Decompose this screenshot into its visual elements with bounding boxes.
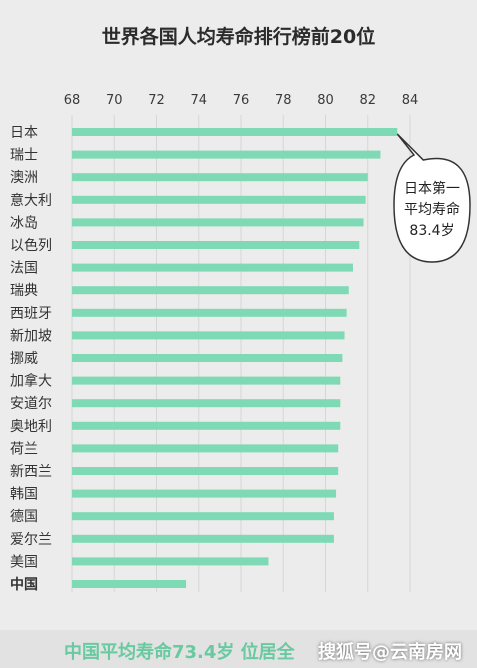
category-label: 冰岛: [10, 215, 38, 231]
x-tick-label: 78: [275, 93, 292, 108]
bar-10: [72, 354, 343, 362]
category-label: 日本: [10, 125, 38, 141]
bar-0: [72, 128, 398, 136]
bar-2: [72, 173, 368, 182]
x-tick-label: 82: [359, 93, 376, 108]
category-label: 奥地利: [10, 418, 52, 435]
x-tick-label: 68: [64, 93, 81, 108]
category-label: 韩国: [10, 487, 38, 503]
bar-4: [72, 218, 364, 227]
bar-3: [72, 195, 366, 204]
bar-11: [72, 376, 341, 385]
category-label: 挪威: [10, 351, 38, 367]
category-label: 瑞典: [10, 283, 38, 299]
x-tick-label: 74: [190, 93, 207, 108]
bar-chart: 68 70 72 74 76 78 80 82 84 日本瑞士澳洲意大利冰岛以色列法国瑞典西班牙新…: [10, 93, 471, 593]
category-label: 爱尔兰: [10, 532, 52, 548]
category-label: 荷兰: [10, 441, 38, 457]
bar-6: [72, 263, 353, 272]
bar-16: [72, 489, 337, 498]
category-label: 意大利: [10, 192, 52, 209]
bar-17: [72, 512, 334, 521]
category-label: 新加坡: [10, 328, 52, 344]
annotation-bubble: [393, 133, 471, 263]
x-tick-label: 72: [148, 93, 165, 108]
footer-banner: 中国平均寿命73.4岁 位居全 搜狐号@云南房网: [0, 630, 477, 668]
category-label: 美国: [10, 554, 38, 570]
bar-20: [72, 580, 187, 588]
chart-title: 世界各国人均寿命排行榜前20位: [101, 26, 376, 48]
category-label: 法国: [10, 261, 38, 277]
bar-5: [72, 241, 360, 249]
bar-19: [72, 557, 269, 566]
bar-18: [72, 534, 334, 543]
annotation-line: 83.4岁: [409, 223, 454, 239]
bar-1: [72, 150, 381, 159]
bar-15: [72, 467, 339, 475]
bar-9: [72, 331, 345, 340]
watermark: 搜狐号@云南房网: [318, 642, 462, 663]
category-label: 加拿大: [10, 373, 52, 390]
annotation-line: 日本第一: [404, 180, 460, 197]
annotation-line: 平均寿命: [404, 201, 460, 218]
bar-7: [72, 286, 349, 295]
bar-12: [72, 399, 341, 408]
x-tick-label: 70: [106, 93, 123, 108]
bar-14: [72, 444, 339, 453]
bar-13: [72, 421, 341, 430]
footer-text: 中国平均寿命73.4岁 位居全: [64, 642, 295, 663]
category-label: 新西兰: [10, 464, 52, 480]
category-label: 瑞士: [10, 148, 38, 164]
x-tick-label: 84: [402, 93, 419, 108]
category-label: 以色列: [10, 237, 52, 254]
category-label: 德国: [10, 509, 38, 525]
x-tick-label: 80: [317, 93, 334, 108]
category-label: 澳洲: [10, 170, 38, 186]
category-label: 安道尔: [10, 396, 52, 412]
bar-8: [72, 308, 347, 317]
x-tick-label: 76: [233, 93, 250, 108]
category-label: 中国: [10, 576, 38, 593]
category-label: 西班牙: [10, 306, 52, 322]
